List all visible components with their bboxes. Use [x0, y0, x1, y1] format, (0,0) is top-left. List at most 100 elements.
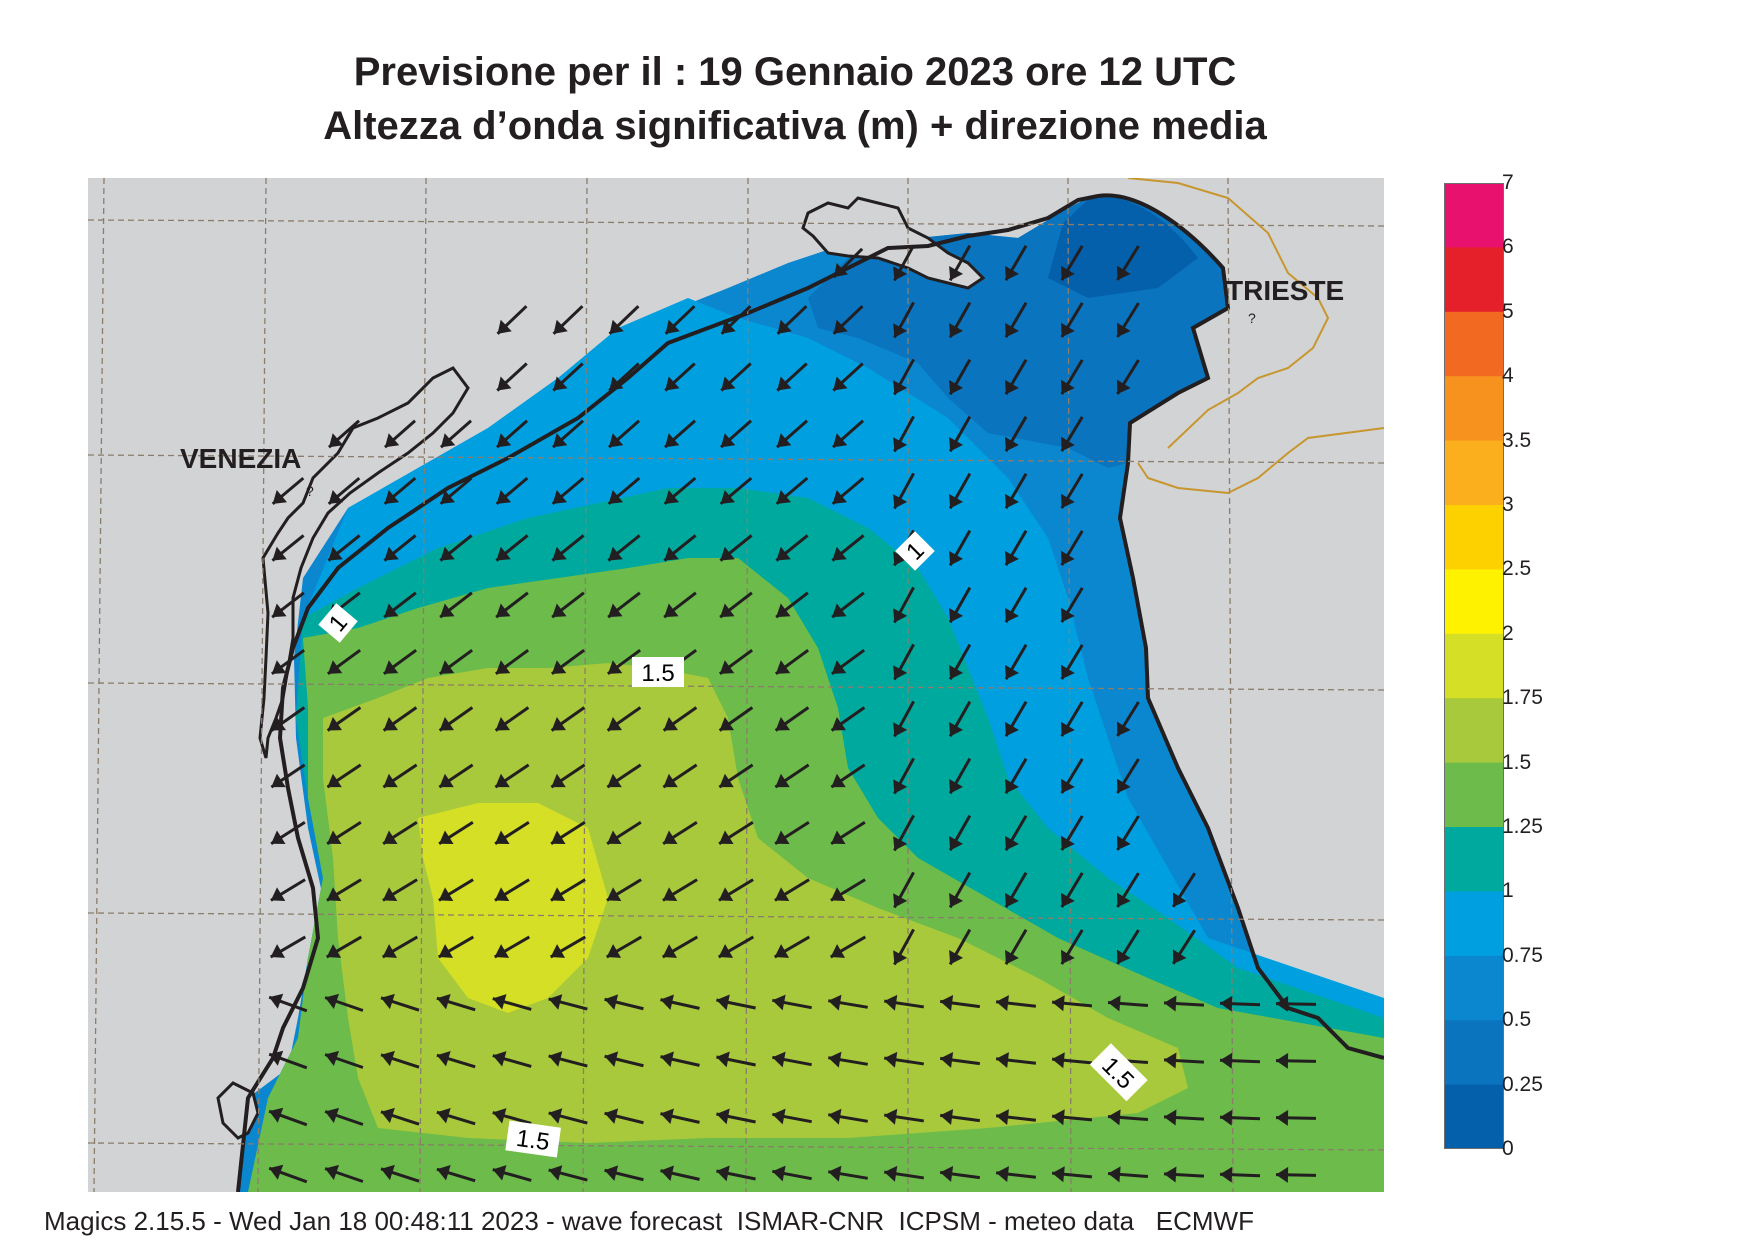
- colorbar-swatch: [1444, 247, 1504, 313]
- wave-arrow-head: [496, 490, 512, 504]
- wave-arrow-head: [328, 546, 343, 561]
- wave-arrow-head: [832, 603, 847, 618]
- colorbar-tick-label: 6: [1502, 235, 1514, 259]
- wave-arrow-head: [551, 660, 567, 674]
- wave-arrow-head: [719, 773, 734, 788]
- wave-arrow-head: [1061, 379, 1075, 395]
- wave-arrow-head: [664, 603, 679, 618]
- wave-arrow-head: [606, 944, 622, 958]
- wave-arrow-head: [551, 717, 567, 731]
- wave-arrow-head: [949, 494, 964, 509]
- wave-arrow-head: [1052, 995, 1065, 1012]
- wave-arrow-head: [606, 887, 622, 901]
- wave-arrow-head: [384, 433, 400, 448]
- wave-arrow-head: [548, 1108, 563, 1124]
- wave-arrow-head: [1164, 1109, 1177, 1126]
- wave-arrow-head: [949, 380, 964, 395]
- wave-arrow-head: [438, 887, 454, 901]
- wave-arrow-head: [1108, 995, 1121, 1012]
- wave-arrow-head: [1061, 778, 1075, 794]
- wave-arrow-head: [1116, 835, 1131, 851]
- contour-label-1.5-south: 1.5: [505, 1120, 561, 1158]
- colorbar-swatch: [1444, 311, 1504, 377]
- wave-arrow-head: [1276, 1109, 1289, 1126]
- wave-arrow-head: [949, 836, 964, 851]
- wave-arrow-head: [608, 546, 623, 561]
- wave-arrow-head: [383, 660, 399, 674]
- wave-arrow-head: [664, 546, 679, 561]
- wave-arrow-head: [830, 887, 846, 901]
- wave-arrow-head: [893, 266, 908, 281]
- wave-arrow-head: [828, 1165, 842, 1182]
- wave-arrow-head: [719, 830, 734, 845]
- colorbar-swatch: [1444, 633, 1504, 699]
- wave-arrow-head: [1116, 892, 1131, 908]
- wave-arrow-head: [270, 887, 286, 901]
- wave-arrow-head: [1005, 550, 1019, 566]
- wave-arrow-head: [550, 944, 566, 958]
- wave-arrow-head: [269, 1050, 284, 1066]
- wave-arrow-head: [996, 995, 1009, 1012]
- wave-arrow-head: [553, 319, 568, 334]
- wave-arrow-head: [327, 717, 343, 731]
- colorbar-swatch: [1444, 955, 1504, 1021]
- wave-arrow-head: [325, 1107, 340, 1123]
- wave-arrow-head: [721, 319, 736, 334]
- svg-text:1.5: 1.5: [515, 1125, 552, 1156]
- wave-arrow-head: [380, 1107, 395, 1124]
- wave-arrow-head: [720, 603, 735, 618]
- wave-arrow-head: [1005, 778, 1019, 794]
- wave-arrow-head: [494, 887, 510, 901]
- wave-arrow-head: [609, 376, 624, 391]
- wave-arrow-head: [607, 830, 622, 845]
- wave-arrow-head: [716, 1108, 730, 1125]
- colorbar-swatch: [1444, 505, 1504, 570]
- wave-arrow-head: [832, 433, 848, 448]
- wave-arrow-head: [893, 380, 908, 395]
- wave-arrow-head: [608, 433, 624, 448]
- wave-arrow-head: [663, 773, 678, 788]
- wave-arrow-head: [1061, 835, 1075, 851]
- wave-arrow-head: [1220, 1052, 1233, 1069]
- wave-arrow-head: [721, 376, 736, 391]
- wave-arrow-head: [893, 893, 908, 908]
- wave-arrow-head: [949, 665, 964, 680]
- wave-arrow-head: [996, 1052, 1009, 1069]
- wave-arrow-head: [326, 887, 342, 901]
- forecast-subtitle: Altezza d’onda significativa (m) + direz…: [323, 104, 1267, 148]
- wave-arrow-head: [660, 994, 674, 1011]
- wave-arrow-head: [1005, 949, 1019, 965]
- wave-arrow-head: [1005, 322, 1019, 338]
- wave-arrow-head: [272, 603, 287, 618]
- wave-arrow-head: [1276, 995, 1289, 1012]
- wave-arrow-head: [831, 830, 846, 845]
- colorbar-swatch: [1444, 827, 1504, 892]
- wave-arrow-head: [328, 433, 344, 448]
- wave-arrow-head: [380, 1050, 395, 1067]
- wave-arrow-head: [1276, 1166, 1289, 1183]
- wave-arrow-head: [663, 717, 679, 731]
- wave-arrow-head: [949, 437, 964, 452]
- wave-arrow-head: [383, 717, 399, 731]
- wave-arrow-head: [325, 993, 340, 1009]
- wave-arrow-head: [831, 717, 847, 731]
- wave-arrow-head: [440, 603, 455, 618]
- wave-arrow-head: [1164, 1052, 1177, 1069]
- sea-band-0-0.25: [1048, 195, 1198, 298]
- wave-arrow-head: [1116, 265, 1131, 281]
- wave-arrow-head: [383, 830, 398, 845]
- wave-arrow-head: [1276, 1052, 1289, 1069]
- trieste-marker: ?: [1248, 310, 1256, 326]
- wave-arrow-head: [1061, 721, 1075, 737]
- wave-arrow-head: [1061, 322, 1075, 338]
- wave-arrow-head: [271, 660, 287, 674]
- wave-arrow-head: [772, 1051, 786, 1068]
- wave-arrow-head: [440, 433, 456, 448]
- wave-arrow-head: [604, 1051, 619, 1067]
- footer-credits: Magics 2.15.5 - Wed Jan 18 00:48:11 2023…: [44, 1206, 1254, 1236]
- wave-arrow-head: [949, 950, 964, 965]
- wave-arrow-head: [1005, 835, 1019, 851]
- colorbar-tick-label: 1.75: [1502, 686, 1543, 710]
- wave-arrow-head: [949, 551, 964, 566]
- wave-arrow-head: [548, 1051, 563, 1067]
